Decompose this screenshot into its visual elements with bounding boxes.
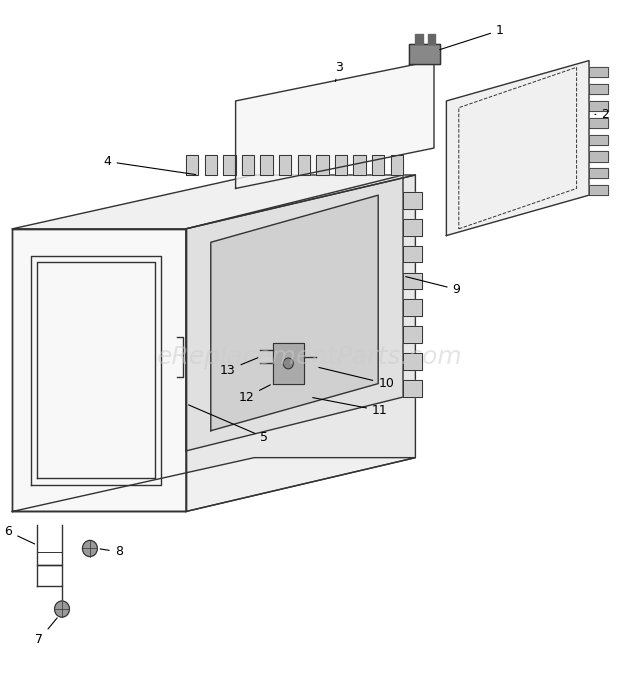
Polygon shape	[589, 118, 608, 128]
Polygon shape	[589, 84, 608, 94]
Polygon shape	[403, 219, 422, 236]
Circle shape	[55, 601, 69, 617]
Polygon shape	[186, 155, 198, 175]
Polygon shape	[589, 135, 608, 145]
Polygon shape	[589, 168, 608, 178]
Polygon shape	[242, 155, 254, 175]
Polygon shape	[589, 67, 608, 77]
Text: 9: 9	[405, 277, 461, 296]
Polygon shape	[403, 192, 422, 209]
Text: 13: 13	[220, 358, 258, 377]
Polygon shape	[589, 185, 608, 195]
Text: 12: 12	[239, 385, 270, 404]
Polygon shape	[391, 155, 403, 175]
Polygon shape	[335, 155, 347, 175]
Polygon shape	[205, 155, 217, 175]
Polygon shape	[589, 101, 608, 111]
Text: 1: 1	[440, 24, 504, 50]
Text: 3: 3	[335, 61, 343, 81]
Polygon shape	[403, 326, 422, 343]
Text: 5: 5	[188, 405, 268, 444]
Polygon shape	[186, 175, 415, 511]
Polygon shape	[236, 61, 434, 188]
Polygon shape	[403, 380, 422, 397]
Polygon shape	[211, 195, 378, 431]
Text: 7: 7	[35, 618, 57, 646]
Polygon shape	[298, 155, 310, 175]
Text: 2: 2	[595, 108, 609, 121]
Text: 10: 10	[319, 367, 394, 390]
Text: 4: 4	[104, 155, 196, 174]
Polygon shape	[12, 458, 415, 511]
Polygon shape	[353, 155, 366, 175]
Polygon shape	[589, 151, 608, 162]
Polygon shape	[260, 155, 273, 175]
Text: 8: 8	[100, 545, 123, 559]
Polygon shape	[403, 246, 422, 262]
Polygon shape	[403, 273, 422, 289]
Circle shape	[283, 358, 293, 369]
Text: eReplacementParts.com: eReplacementParts.com	[157, 345, 463, 369]
Polygon shape	[186, 175, 403, 451]
Polygon shape	[316, 155, 329, 175]
Polygon shape	[446, 61, 589, 236]
Text: 6: 6	[4, 525, 35, 544]
Polygon shape	[12, 229, 186, 511]
Polygon shape	[273, 343, 304, 384]
Polygon shape	[403, 353, 422, 370]
Polygon shape	[428, 34, 435, 44]
Polygon shape	[223, 155, 236, 175]
Polygon shape	[279, 155, 291, 175]
Circle shape	[82, 540, 97, 557]
Polygon shape	[12, 175, 415, 229]
Polygon shape	[403, 299, 422, 316]
Text: 11: 11	[312, 398, 388, 417]
Polygon shape	[409, 44, 440, 64]
Polygon shape	[415, 34, 423, 44]
Polygon shape	[372, 155, 384, 175]
